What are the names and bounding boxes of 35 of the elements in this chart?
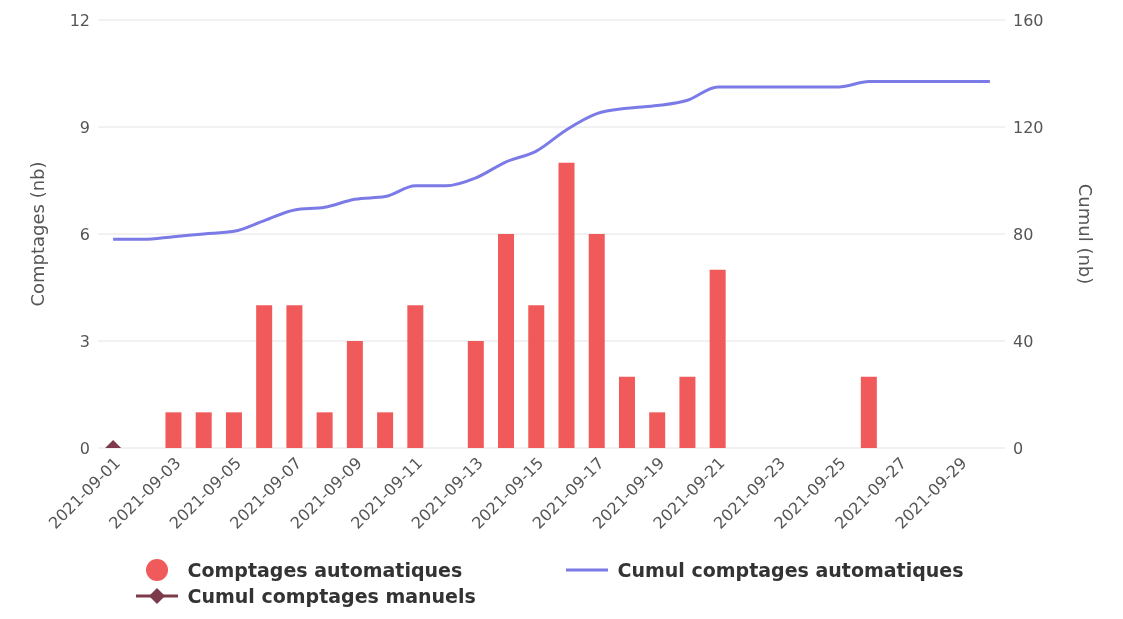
legend-label: Cumul comptages manuels (187, 585, 476, 607)
y-tick-label: 9 (79, 117, 90, 137)
bar (467, 341, 484, 448)
bar (316, 412, 333, 448)
bar (195, 412, 212, 448)
y-tick-label: 12 (69, 10, 90, 30)
y-tick-label: 6 (79, 224, 90, 244)
legend-label: Comptages automatiques (187, 559, 463, 581)
bar (377, 412, 394, 448)
y-tick-label: 3 (79, 331, 90, 351)
y2-tick-label: 80 (1013, 224, 1034, 244)
y2-tick-label: 120 (1013, 117, 1044, 137)
legend-label: Cumul comptages automatiques (617, 559, 964, 581)
bar (709, 269, 726, 448)
bar (679, 376, 696, 448)
bar (649, 412, 666, 448)
bar (860, 376, 877, 448)
bar (346, 341, 363, 448)
y-axis-title: Comptages (nb) (27, 161, 49, 307)
bar (225, 412, 242, 448)
y2-tick-label: 40 (1013, 331, 1034, 351)
y-tick-label: 0 (79, 438, 90, 458)
bar (256, 305, 273, 448)
bar (498, 234, 515, 448)
bar (618, 376, 635, 448)
y2-axis-title: Cumul (nb) (1074, 183, 1096, 285)
y2-tick-label: 0 (1013, 438, 1024, 458)
bar (407, 305, 424, 448)
bar (286, 305, 303, 448)
bar (558, 162, 575, 448)
line-series (111, 80, 992, 241)
bar (165, 412, 182, 448)
bar (528, 305, 545, 448)
y2-tick-label: 160 (1013, 10, 1044, 30)
bar (588, 234, 605, 448)
